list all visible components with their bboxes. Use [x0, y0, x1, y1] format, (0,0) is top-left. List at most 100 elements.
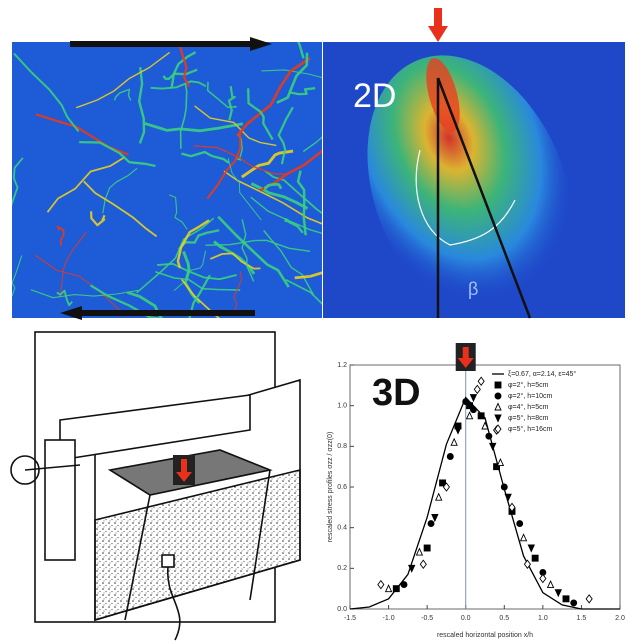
- marker: [585, 594, 593, 604]
- force-chain: [30, 289, 139, 299]
- legend-label: φ=2°, h=10cm: [508, 392, 552, 400]
- marker: [377, 579, 385, 590]
- force-chain: [285, 278, 322, 305]
- force-chain: [162, 68, 198, 81]
- x-axis-label: rescaled horizontal position x/h: [437, 632, 533, 639]
- force-chain: [276, 52, 309, 104]
- x-tick-label: 0.5: [499, 615, 509, 622]
- marker: [494, 414, 502, 423]
- legend-label: φ=4°, h=5cm: [508, 403, 549, 411]
- marker: [481, 421, 489, 430]
- force-chain: [83, 180, 158, 238]
- force-chain: [227, 158, 262, 221]
- force-chain: [170, 51, 197, 88]
- marker: [462, 398, 470, 406]
- y-tick-label: 0.0: [337, 606, 347, 613]
- force-chain: [179, 84, 188, 149]
- marker: [508, 502, 516, 513]
- x-tick-label: -0.5: [421, 615, 433, 622]
- marker: [531, 554, 539, 562]
- force-chain: [241, 219, 255, 282]
- force-chain: [294, 271, 322, 280]
- marker: [539, 573, 547, 584]
- y-tick-label: 0.6: [337, 484, 347, 491]
- force-chain: [247, 88, 274, 141]
- force-chain: [35, 254, 127, 316]
- column: [44, 439, 76, 561]
- load-arrow-head: [176, 472, 192, 482]
- force-chain: [150, 80, 207, 90]
- marker: [465, 411, 474, 420]
- x-tick-label: -1.0: [383, 615, 395, 622]
- x-tick-label: 1.0: [538, 615, 548, 622]
- marker: [485, 432, 493, 440]
- load-arrow-head: [428, 26, 448, 42]
- panel-label: 2D: [353, 77, 396, 115]
- force-chain: [223, 170, 322, 225]
- load-arrow: [434, 8, 442, 28]
- force-chain: [155, 271, 241, 291]
- marker: [384, 584, 393, 593]
- force-chain: [233, 271, 242, 312]
- marker: [523, 559, 531, 570]
- arrow-head: [60, 306, 82, 320]
- marker: [500, 483, 508, 491]
- force-chain: [209, 252, 261, 270]
- marker: [419, 559, 427, 570]
- force-chain: [181, 278, 220, 318]
- wall: [124, 494, 151, 621]
- force-chain: [13, 52, 80, 133]
- force-chain: [56, 289, 73, 307]
- marker: [493, 463, 501, 471]
- y-tick-label: 1.2: [337, 362, 347, 369]
- marker: [415, 547, 424, 556]
- load-arrow-head: [457, 358, 474, 368]
- marker: [466, 402, 474, 410]
- y-tick-label: 0.2: [337, 565, 347, 572]
- force-chain: [144, 122, 244, 133]
- y-tick-label: 0.4: [337, 525, 347, 532]
- legend-label: φ=5°, h=8cm: [508, 414, 549, 422]
- force-chain: [206, 81, 237, 109]
- force-chain: [264, 170, 322, 215]
- force-chain: [137, 67, 146, 144]
- marker: [473, 384, 481, 395]
- marker: [400, 581, 408, 589]
- force-chain: [12, 157, 24, 206]
- load-arrow: [462, 347, 469, 359]
- marker: [477, 412, 485, 420]
- marker: [427, 520, 435, 528]
- marker: [477, 376, 485, 387]
- marker: [489, 442, 497, 451]
- force-chain: [12, 255, 23, 297]
- marker: [494, 402, 502, 411]
- marker: [392, 585, 400, 593]
- legend-label: φ=2°, h=5cm: [508, 381, 549, 389]
- marker: [494, 424, 502, 434]
- marker: [494, 381, 502, 389]
- force-chain: [227, 86, 236, 121]
- force-chain: [181, 150, 230, 164]
- granular-fill: [94, 468, 301, 622]
- force-chain: [90, 211, 106, 227]
- marker: [423, 544, 431, 552]
- wall: [249, 469, 271, 601]
- arrow-head: [250, 37, 272, 51]
- contour: [415, 149, 516, 246]
- marker: [546, 580, 555, 589]
- force-chain: [289, 86, 316, 96]
- force-chain: [205, 239, 311, 252]
- legend-label: φ=5°, h=16cm: [508, 425, 552, 433]
- cone-line: [436, 77, 532, 319]
- network-panel: [12, 42, 322, 318]
- marker: [450, 437, 458, 446]
- force-chain: [176, 219, 210, 269]
- force-chain: [79, 140, 156, 168]
- force-chain: [155, 42, 157, 43]
- force-chain: [56, 225, 65, 246]
- load-arrow: [181, 459, 187, 473]
- marker: [435, 492, 443, 501]
- x-tick-label: 0.0: [461, 615, 471, 622]
- marker: [469, 406, 477, 414]
- y-tick-label: 0.8: [337, 443, 347, 450]
